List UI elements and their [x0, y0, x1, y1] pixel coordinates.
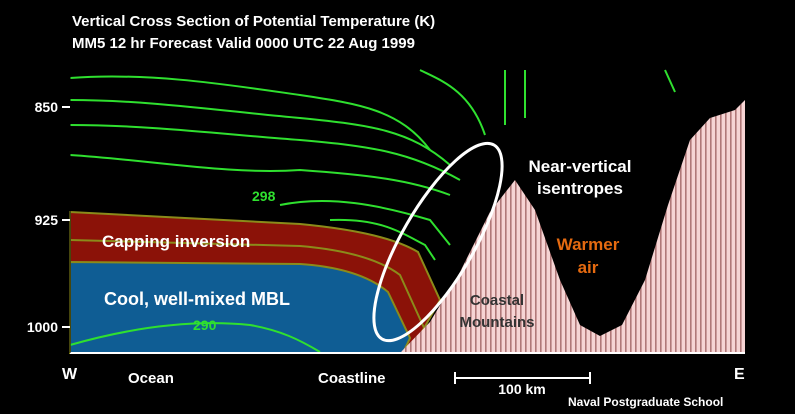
capping-label: Capping inversion — [102, 232, 250, 251]
mountains-label: Mountains — [460, 314, 535, 331]
contour-label: 290 — [193, 317, 217, 333]
near-vertical-label: Near-vertical — [528, 157, 631, 176]
east-label: E — [734, 366, 745, 383]
pressure-label: 1000 — [27, 319, 58, 335]
pressure-label: 850 — [35, 99, 59, 115]
cross-section: Vertical Cross Section of Potential Temp… — [0, 0, 795, 414]
mbl-label: Cool, well-mixed MBL — [104, 289, 290, 309]
subtitle: MM5 12 hr Forecast Valid 0000 UTC 22 Aug… — [72, 35, 415, 52]
coastline-label: Coastline — [318, 370, 386, 387]
credit: Naval Postgraduate School — [568, 395, 723, 409]
warmer-label: air — [578, 258, 599, 277]
contour-label: 298 — [252, 188, 276, 204]
pressure-label: 925 — [35, 212, 59, 228]
scale-label: 100 km — [498, 381, 545, 397]
mountains-label: Coastal — [470, 292, 524, 309]
title: Vertical Cross Section of Potential Temp… — [72, 13, 435, 30]
ocean-label: Ocean — [128, 370, 174, 387]
warmer-label: Warmer — [557, 235, 620, 254]
near-vertical-label: isentropes — [537, 179, 623, 198]
west-label: W — [62, 366, 78, 383]
